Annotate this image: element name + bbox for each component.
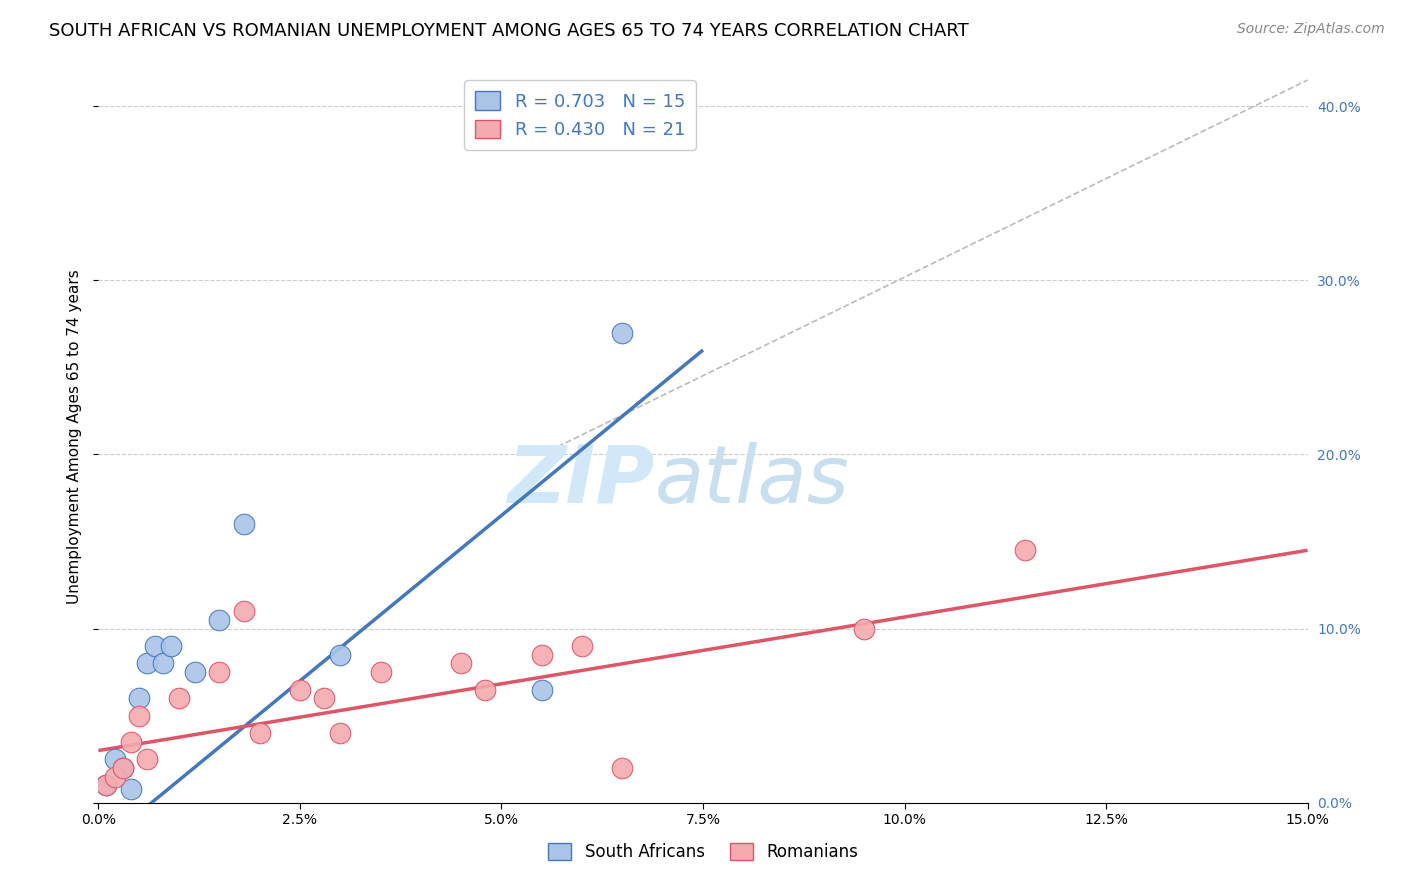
Point (370, 665, 392, 680)
Point (474, 682, 496, 697)
Text: Source: ZipAtlas.com: Source: ZipAtlas.com (1237, 22, 1385, 37)
Point (208, 665, 231, 680)
Point (571, 639, 593, 653)
Point (530, 648, 553, 662)
Y-axis label: Unemployment Among Ages 65 to 74 years: Unemployment Among Ages 65 to 74 years (67, 269, 83, 605)
Point (135, 752, 157, 766)
Point (120, 735, 142, 749)
Point (249, 726, 271, 740)
Point (288, 682, 311, 697)
Point (232, 517, 254, 532)
Point (96, 778, 118, 792)
Point (103, 770, 125, 784)
Point (128, 691, 150, 706)
Point (612, 326, 634, 340)
Text: SOUTH AFRICAN VS ROMANIAN UNEMPLOYMENT AMONG AGES 65 TO 74 YEARS CORRELATION CHA: SOUTH AFRICAN VS ROMANIAN UNEMPLOYMENT A… (49, 22, 969, 40)
Point (143, 639, 166, 653)
Text: ZIP: ZIP (508, 442, 655, 520)
Point (103, 752, 125, 766)
Point (853, 622, 876, 636)
Point (135, 657, 157, 671)
Point (96, 778, 118, 792)
Point (152, 657, 174, 671)
Point (111, 761, 134, 775)
Point (1014, 543, 1036, 558)
Point (232, 604, 254, 618)
Point (160, 639, 183, 653)
Text: atlas: atlas (655, 442, 849, 520)
Point (128, 708, 150, 723)
Point (530, 682, 553, 697)
Point (184, 665, 207, 680)
Point (329, 726, 352, 740)
Point (208, 613, 231, 627)
Point (450, 657, 472, 671)
Legend: South Africans, Romanians: South Africans, Romanians (541, 836, 865, 868)
Point (111, 761, 134, 775)
Point (329, 648, 352, 662)
Point (612, 761, 634, 775)
Point (167, 691, 190, 706)
Point (314, 691, 336, 706)
Point (120, 781, 142, 796)
